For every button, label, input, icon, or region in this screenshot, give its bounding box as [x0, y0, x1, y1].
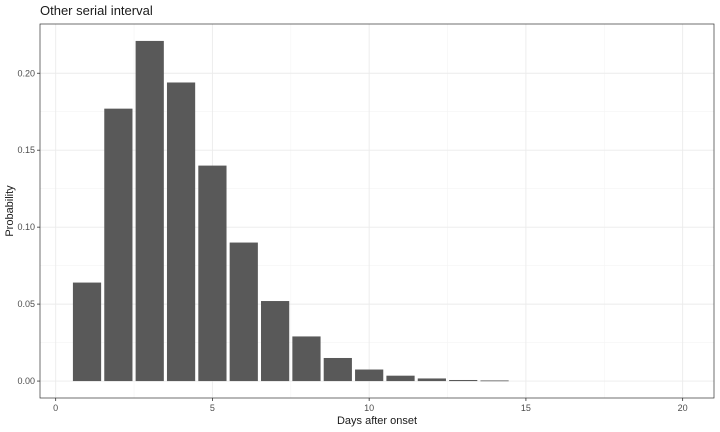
plot-panel-border	[39, 23, 715, 399]
bar-day-9	[323, 357, 352, 382]
y-tick-label: 0.00	[17, 376, 35, 386]
bar-day-14	[480, 380, 509, 382]
x-tick-label: 5	[210, 403, 215, 413]
bar-day-7	[261, 301, 290, 382]
x-tick-label: 15	[521, 403, 531, 413]
y-tick-label: 0.15	[17, 145, 35, 155]
bar-day-5	[198, 165, 227, 382]
bar-day-11	[386, 375, 415, 382]
x-tick-label: 0	[53, 403, 58, 413]
y-axis: 0.00 0.05 0.10 0.15 0.20	[17, 68, 40, 386]
x-axis: 0 5 10 15 20	[53, 398, 688, 413]
bar-day-6	[229, 242, 258, 382]
bar-day-8	[292, 336, 321, 382]
y-tick-label: 0.20	[17, 68, 35, 78]
y-axis-title: Probability	[4, 185, 16, 237]
chart-title: Other serial interval	[40, 3, 153, 18]
bar-day-3	[135, 40, 164, 382]
bar-day-1	[72, 282, 102, 382]
y-tick-label: 0.10	[17, 222, 35, 232]
bar-day-12	[417, 378, 446, 382]
x-axis-title: Days after onset	[337, 415, 417, 427]
bar-day-10	[355, 369, 384, 382]
bars	[72, 40, 509, 382]
bar-day-13	[449, 379, 478, 382]
x-tick-label: 10	[364, 403, 374, 413]
y-tick-label: 0.05	[17, 299, 35, 309]
bar-day-4	[166, 82, 196, 382]
bar-day-2	[104, 108, 133, 382]
x-tick-label: 20	[678, 403, 688, 413]
